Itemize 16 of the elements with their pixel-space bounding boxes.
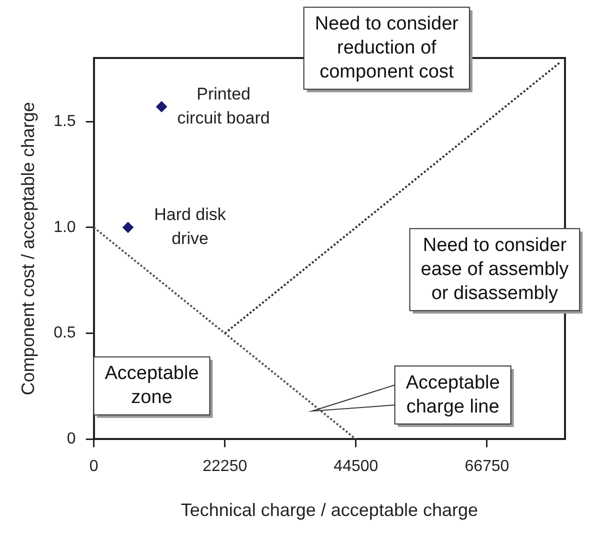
x-tick-label: 44500 xyxy=(334,458,378,476)
x-axis-title: Technical charge / acceptable charge xyxy=(180,500,478,520)
y-tick-label: 1.0 xyxy=(54,218,76,236)
y-tick-label: 1.5 xyxy=(54,112,76,130)
series-label: Hard disk drive xyxy=(154,205,226,248)
x-tick-label: 66750 xyxy=(464,458,510,476)
annotation: Acceptable charge line xyxy=(406,372,500,418)
series-label: Printed circuit board xyxy=(177,84,270,128)
y-axis-title: Component cost / acceptable charge xyxy=(18,102,38,396)
y-tick-label: 0 xyxy=(66,430,76,448)
annotation: Acceptable zone xyxy=(104,363,199,408)
annotation: Need to consider ease of assembly or disassembly xyxy=(420,234,570,304)
x-tick-label: 0 xyxy=(89,458,98,476)
annotation: Need to consider reduction of component cost xyxy=(314,13,460,82)
y-tick-label: 0.5 xyxy=(54,324,76,342)
x-tick-label: 22250 xyxy=(202,458,248,476)
